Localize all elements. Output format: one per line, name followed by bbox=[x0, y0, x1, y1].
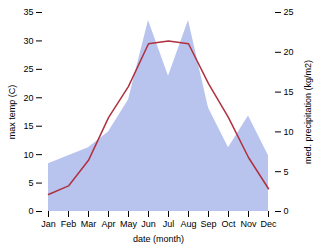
svg-text:Aug: Aug bbox=[180, 219, 196, 229]
svg-text:10: 10 bbox=[23, 150, 33, 160]
svg-text:15: 15 bbox=[284, 87, 294, 97]
svg-text:25: 25 bbox=[23, 64, 33, 74]
svg-text:5: 5 bbox=[284, 167, 289, 177]
svg-text:Dec: Dec bbox=[260, 219, 277, 229]
svg-text:5: 5 bbox=[28, 178, 33, 188]
svg-text:May: May bbox=[120, 219, 138, 229]
svg-text:max temp (C): max temp (C) bbox=[7, 85, 17, 140]
svg-text:30: 30 bbox=[23, 36, 33, 46]
svg-text:15: 15 bbox=[23, 121, 33, 131]
svg-text:Jan: Jan bbox=[41, 219, 56, 229]
svg-text:35: 35 bbox=[23, 7, 33, 17]
svg-text:Mar: Mar bbox=[81, 219, 97, 229]
svg-text:Oct: Oct bbox=[221, 219, 236, 229]
svg-text:med. precipitation (kg/m2): med. precipitation (kg/m2) bbox=[303, 60, 313, 164]
svg-text:25: 25 bbox=[284, 7, 294, 17]
svg-text:Jun: Jun bbox=[141, 219, 156, 229]
svg-text:10: 10 bbox=[284, 127, 294, 137]
svg-text:Sep: Sep bbox=[200, 219, 216, 229]
svg-text:Feb: Feb bbox=[61, 219, 77, 229]
svg-text:20: 20 bbox=[284, 47, 294, 57]
svg-text:Apr: Apr bbox=[101, 219, 115, 229]
svg-text:0: 0 bbox=[284, 206, 289, 216]
svg-text:0: 0 bbox=[28, 206, 33, 216]
svg-text:Jul: Jul bbox=[163, 219, 175, 229]
svg-text:Nov: Nov bbox=[240, 219, 257, 229]
svg-text:20: 20 bbox=[23, 93, 33, 103]
svg-text:date (month): date (month) bbox=[133, 234, 184, 244]
